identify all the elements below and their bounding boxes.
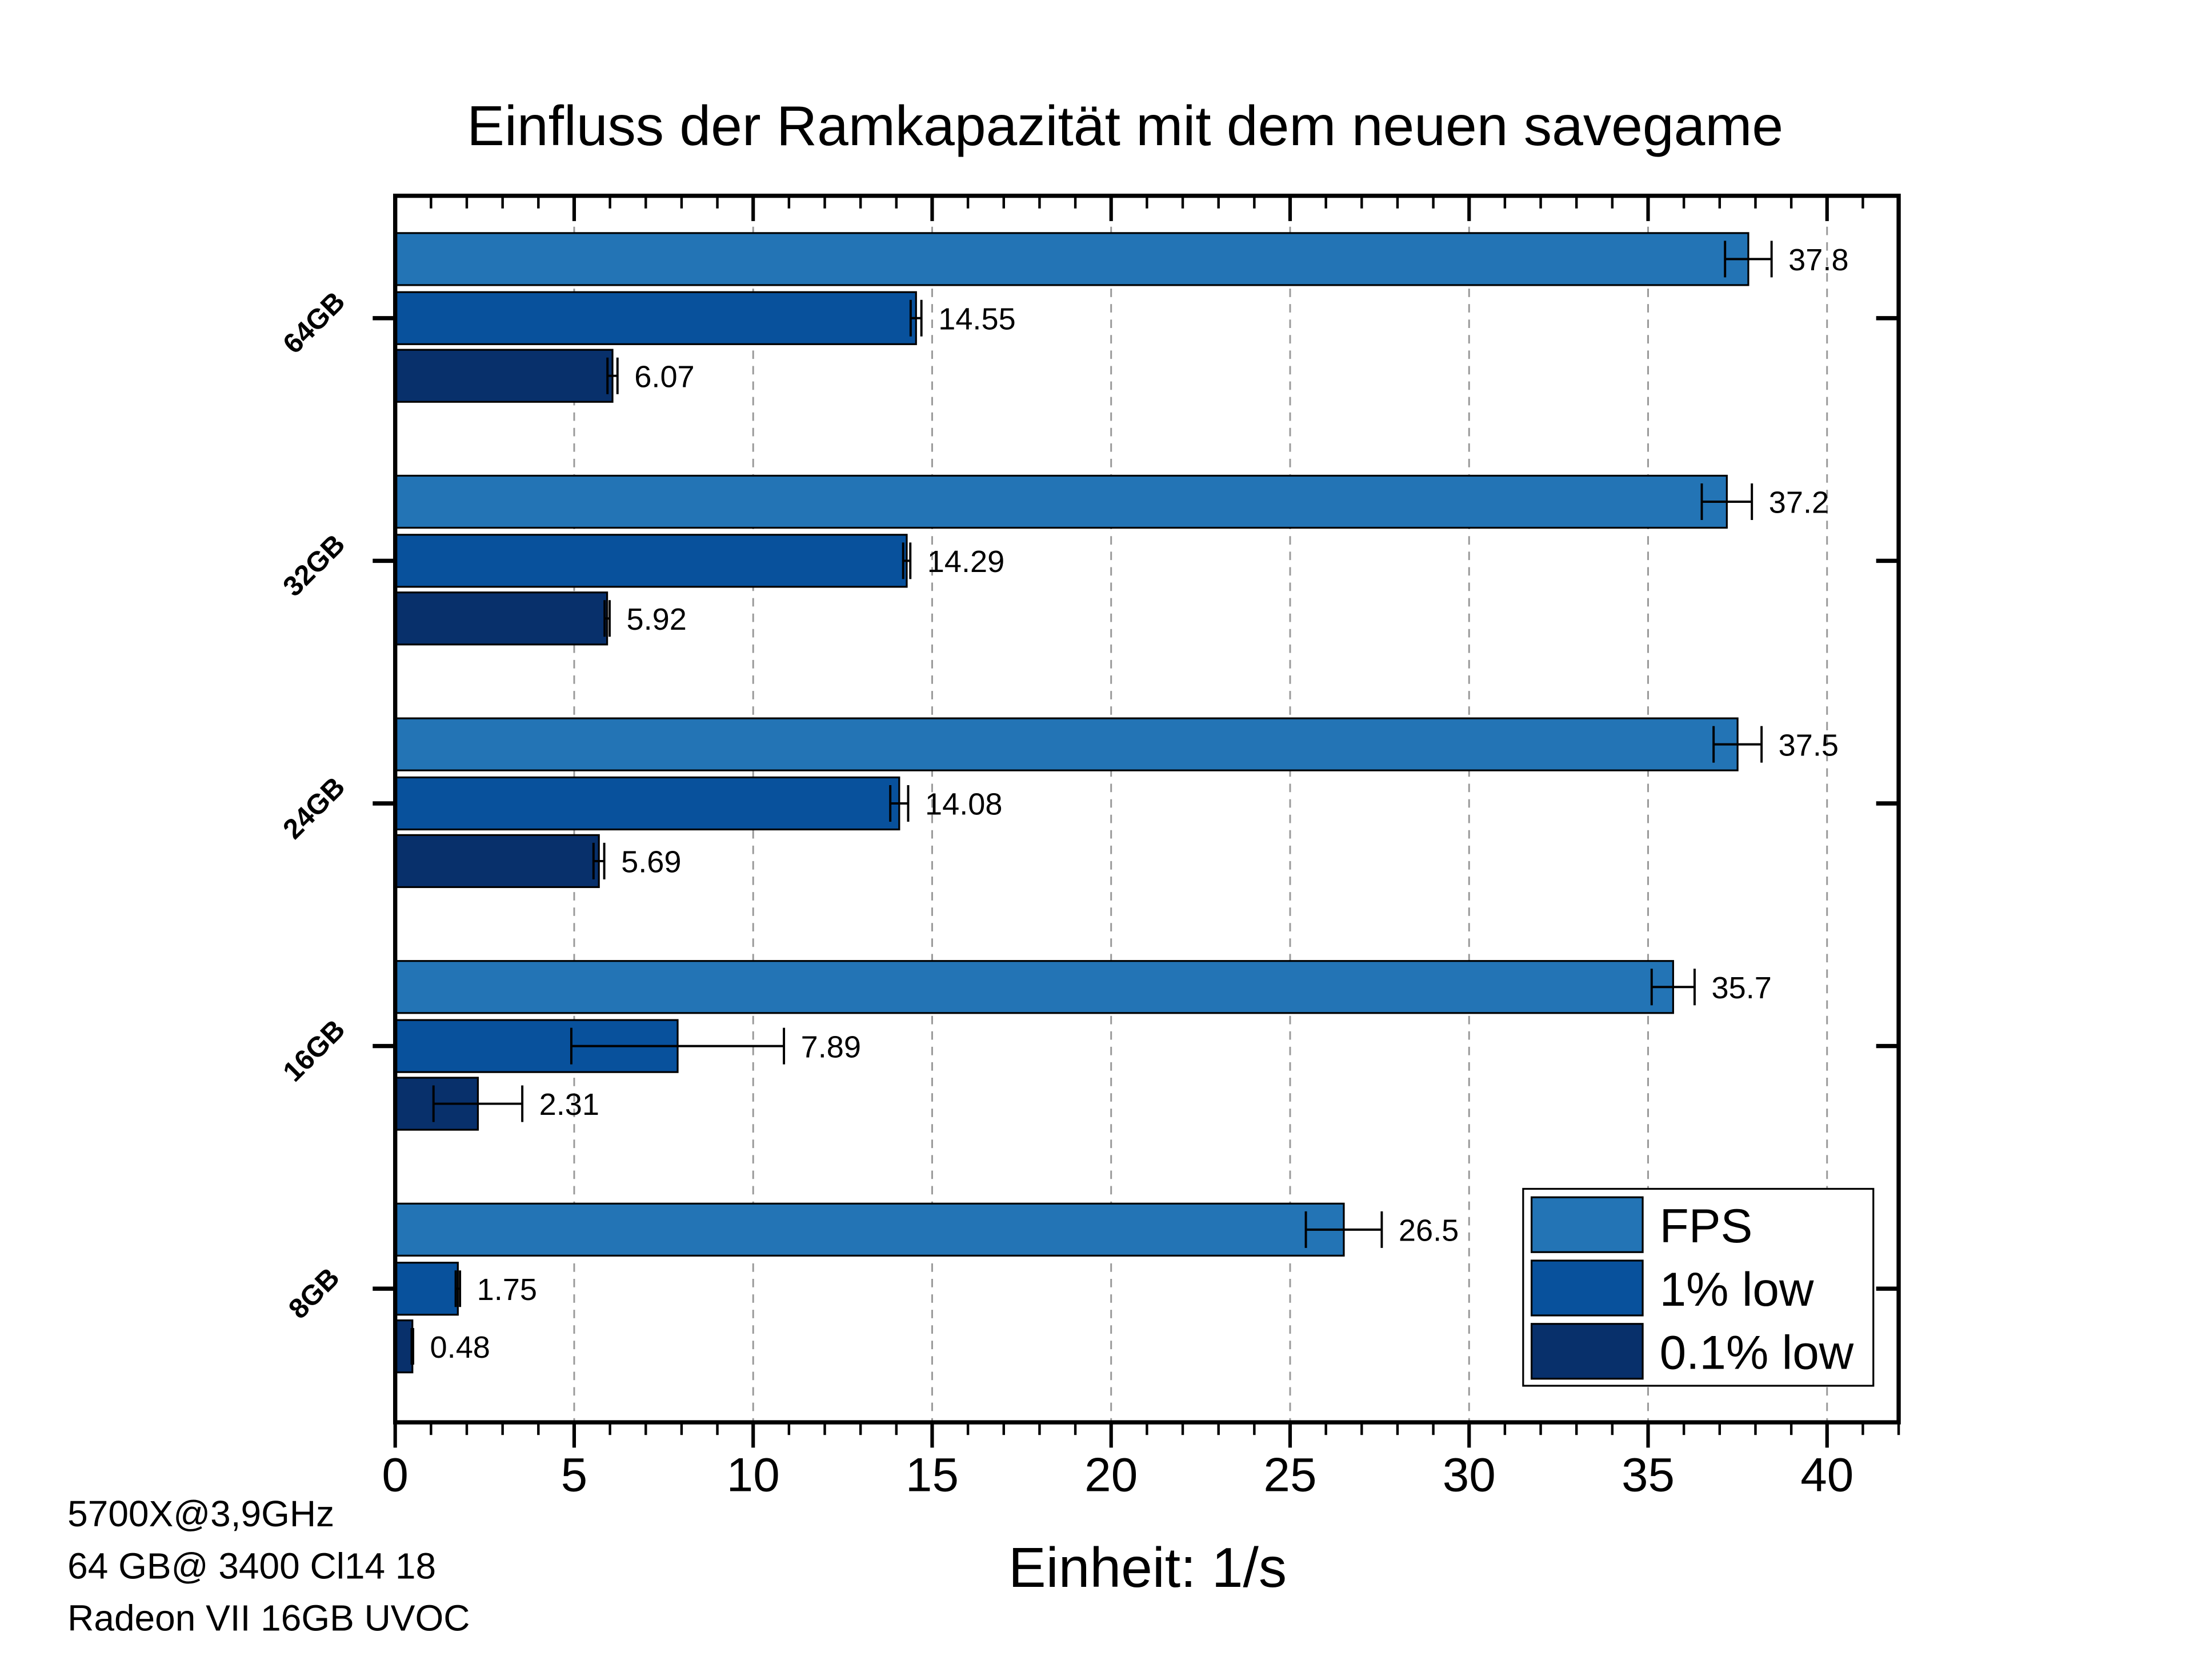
data-label: 14.55 [938,302,1015,336]
data-label: 7.89 [801,1030,861,1064]
bar [394,1319,414,1374]
y-tick-label: 32GB [277,529,351,603]
x-tick-label: 35 [1622,1448,1675,1502]
data-label: 1.75 [477,1273,537,1307]
bar [394,717,1739,771]
data-label: 14.08 [925,787,1002,822]
data-label: 14.29 [927,545,1004,579]
chart-title: Einfluss der Ramkapazität mit dem neuen … [467,94,1783,157]
x-tick-label: 5 [561,1448,588,1502]
data-label: 37.2 [1769,486,1829,520]
x-tick-label: 10 [727,1448,780,1502]
x-tick-label: 0 [382,1448,409,1502]
bar [394,1202,1345,1257]
y-tick-label: 64GB [277,286,351,360]
x-tick-label: 30 [1443,1448,1496,1502]
legend-label: 1% low [1660,1262,1814,1316]
annotation-cpu: 5700X@3,9GHz [67,1493,334,1534]
bar [394,776,900,831]
bar [394,232,1749,286]
legend-label: 0.1% low [1660,1326,1854,1379]
annotation-gpu: Radeon VII 16GB UVOC [67,1597,470,1638]
y-tick-label: 24GB [277,771,351,845]
x-tick-label: 40 [1800,1448,1853,1502]
annotation-ram: 64 GB@ 3400 Cl14 18 [67,1545,436,1586]
bar [394,349,614,403]
legend: FPS 1% low 0.1% low [1522,1187,1875,1387]
data-label: 26.5 [1399,1214,1459,1248]
data-label: 2.31 [539,1087,599,1122]
bar [394,1262,459,1316]
y-tick-label: 8GB [282,1262,345,1325]
data-label: 37.8 [1788,243,1848,277]
legend-swatch [1531,1196,1644,1253]
bar [394,474,1728,529]
data-label: 35.7 [1711,971,1771,1005]
data-label: 37.5 [1779,728,1839,762]
legend-swatch [1531,1323,1644,1380]
x-tick-label: 25 [1263,1448,1316,1502]
bar [394,960,1674,1014]
legend-swatch [1531,1259,1644,1317]
data-label: 6.07 [634,359,694,394]
bar [394,534,908,588]
data-label: 5.69 [621,845,681,879]
x-axis-label: Einheit: 1/s [1008,1536,1287,1599]
bar [394,291,917,345]
data-label: 0.48 [430,1330,490,1365]
y-tick-label: 16GB [277,1014,351,1088]
bar [394,591,608,646]
bar [394,1019,679,1073]
data-label: 5.92 [627,602,687,637]
legend-label: FPS [1660,1199,1753,1253]
x-tick-label: 15 [906,1448,959,1502]
bar [394,834,600,889]
x-tick-label: 20 [1084,1448,1138,1502]
